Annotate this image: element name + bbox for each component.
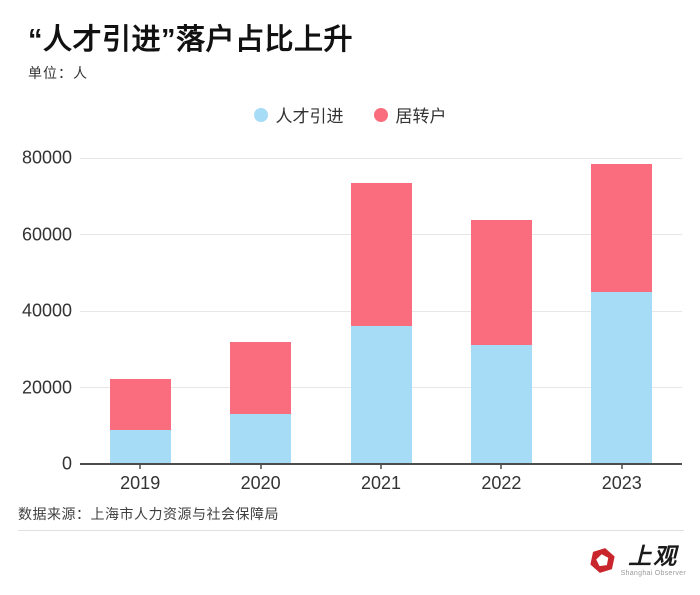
y-tick-label-80000: 80000	[21, 147, 72, 168]
logo-subtext: Shanghai Observer	[620, 570, 686, 577]
x-tick-mark-2019	[139, 465, 142, 469]
x-tick-label-2022: 2022	[481, 473, 522, 493]
x-tick-label-2021: 2021	[360, 473, 402, 493]
bar-segment-2022-s1	[470, 220, 532, 346]
legend: 人才引进 居转户	[0, 102, 700, 127]
x-axis-line	[80, 463, 682, 465]
logo-pinwheel-icon	[589, 548, 615, 573]
legend-item-juzhuanhu: 居转户	[373, 102, 447, 127]
legend-label-talent: 人才引进	[275, 107, 344, 126]
x-tick-label-2019: 2019	[120, 473, 161, 493]
legend-dot-talent-icon	[253, 107, 268, 122]
chart-title: “人才引进”落户占比上升	[28, 24, 354, 56]
legend-dot-juzhuanhu-icon	[373, 107, 388, 122]
bar-segment-2021-s0	[350, 326, 412, 464]
bar-segment-2019-s1	[109, 379, 171, 430]
x-tick-mark-2023	[620, 465, 623, 469]
bar-segment-2019-s0	[109, 429, 171, 464]
y-tick-label-20000: 20000	[21, 377, 72, 397]
x-tick-mark-2022	[500, 465, 503, 469]
legend-label-juzhuanhu: 居转户	[395, 107, 447, 126]
y-tick-label-40000: 40000	[21, 300, 72, 321]
data-source-note: 数据来源：上海市人力资源与社会保障局	[18, 506, 279, 522]
unit-label: 单位：人	[28, 65, 88, 81]
bar-segment-2023-s0	[591, 291, 653, 464]
logo-text: 上观	[628, 543, 679, 570]
bar-segment-2023-s1	[591, 163, 653, 292]
x-tick-label-2020: 2020	[240, 473, 281, 493]
shanghai-observer-logo: 上观 Shanghai Observer	[589, 545, 686, 577]
y-tick-label-60000: 60000	[21, 224, 72, 244]
x-tick-mark-2021	[380, 465, 382, 469]
bar-segment-2022-s0	[470, 345, 532, 464]
bar-segment-2021-s1	[350, 182, 412, 327]
footer-divider	[18, 530, 684, 531]
gridline-80000	[80, 157, 682, 159]
bar-segment-2020-s0	[230, 414, 292, 464]
x-tick-mark-2020	[259, 465, 262, 469]
x-tick-label-2023: 2023	[601, 473, 642, 493]
bar-segment-2020-s1	[230, 342, 292, 415]
y-tick-label-0: 0	[61, 453, 72, 474]
legend-item-talent: 人才引进	[253, 102, 344, 127]
